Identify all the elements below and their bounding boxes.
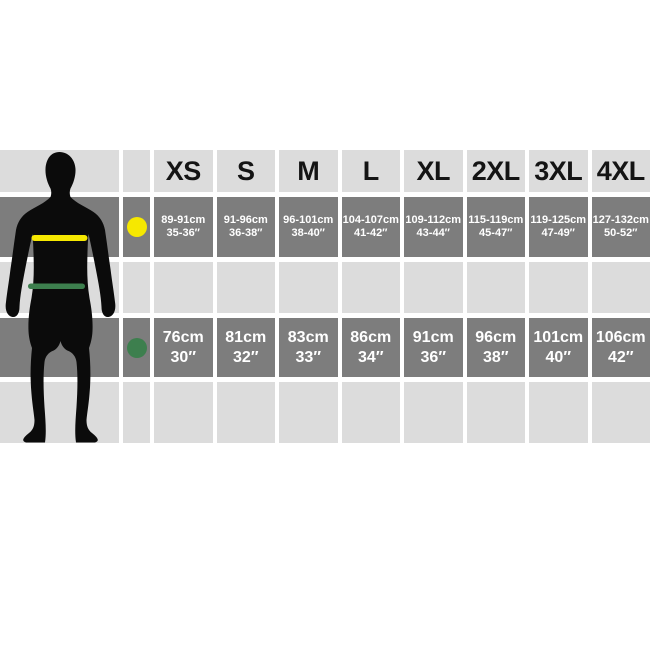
- waist-cell-2xl: 96cm 38″: [466, 318, 525, 377]
- waist-in: 40″: [545, 348, 571, 366]
- chest-marker-yellow-dot-icon: [126, 217, 147, 237]
- bottom-band: [154, 382, 213, 443]
- size-header-4xl: 4XL: [591, 150, 650, 192]
- chest-cm: 96-101cm: [283, 213, 334, 226]
- spacer-band: [341, 262, 400, 313]
- spacer-band: [279, 262, 338, 313]
- chest-cm: 127-132cm: [592, 213, 649, 226]
- size-header-3xl: 3XL: [529, 150, 588, 192]
- spacer-band: [154, 262, 213, 313]
- waist-cell-xl: 91cm 36″: [404, 318, 463, 377]
- chest-cell-s: 91-96cm 36-38″: [216, 197, 275, 257]
- chest-cm: 109-112cm: [405, 213, 462, 226]
- waist-cm: 91cm: [412, 329, 454, 346]
- spacer-band: [123, 262, 150, 313]
- size-header-l: L: [341, 150, 400, 192]
- waist-in: 34″: [358, 348, 384, 366]
- size-header-xs: XS: [154, 150, 213, 192]
- chest-cell-3xl: 119-125cm 47-49″: [529, 197, 588, 257]
- spacer-band: [591, 262, 650, 313]
- waist-cell-xs: 76cm 30″: [154, 318, 213, 377]
- spacer-band: [529, 262, 588, 313]
- waist-cm: 86cm: [350, 329, 392, 346]
- chest-in: 38-40″: [291, 227, 325, 239]
- chest-cell-l: 104-107cm 41-42″: [341, 197, 400, 257]
- spacer-band: [466, 262, 525, 313]
- bottom-band: [216, 382, 275, 443]
- bottom-band: [341, 382, 400, 443]
- chest-in: 43-44″: [416, 227, 450, 239]
- bottom-band: [123, 382, 150, 443]
- waist-marker-green-dot-icon: [126, 337, 147, 358]
- bottom-band: [466, 382, 525, 443]
- waist-cm: 76cm: [162, 329, 204, 346]
- waist-cell-4xl: 106cm 42″: [591, 318, 650, 377]
- waist-cell-m: 83cm 33″: [279, 318, 338, 377]
- size-chart-table: XS S M L XL 2XL 3XL 4XL 89-91cm 35-36″ 9…: [0, 150, 650, 443]
- chest-in: 35-36″: [166, 227, 200, 239]
- size-header-m: M: [279, 150, 338, 192]
- chest-cell-xs: 89-91cm 35-36″: [154, 197, 213, 257]
- chest-cell-xl: 109-112cm 43-44″: [404, 197, 463, 257]
- chest-cell-m: 96-101cm 38-40″: [279, 197, 338, 257]
- waist-cell-l: 86cm 34″: [341, 318, 400, 377]
- chest-cm: 89-91cm: [161, 213, 206, 226]
- waist-cm: 106cm: [595, 329, 646, 346]
- size-header-2xl: 2XL: [466, 150, 525, 192]
- waist-marker-cell: [123, 318, 150, 377]
- chest-line-marker: [31, 235, 88, 241]
- chest-cell-2xl: 115-119cm 45-47″: [466, 197, 525, 257]
- size-header-xl: XL: [404, 150, 463, 192]
- waist-in: 30″: [170, 348, 196, 366]
- waist-in: 32″: [233, 348, 259, 366]
- waist-cell-3xl: 101cm 40″: [529, 318, 588, 377]
- bottom-band: [591, 382, 650, 443]
- male-body-silhouette: [5, 152, 116, 443]
- chest-cell-4xl: 127-132cm 50-52″: [591, 197, 650, 257]
- waist-in: 33″: [295, 348, 321, 366]
- waist-cm: 83cm: [287, 329, 329, 346]
- body-outline: [5, 152, 116, 443]
- waist-in: 42″: [608, 348, 634, 366]
- spacer-band: [404, 262, 463, 313]
- bottom-band: [529, 382, 588, 443]
- chest-in: 45-47″: [479, 227, 513, 239]
- bottom-band: [279, 382, 338, 443]
- chest-in: 47-49″: [541, 227, 575, 239]
- size-header-s: S: [216, 150, 275, 192]
- chest-cm: 115-119cm: [468, 213, 524, 226]
- chest-cm: 91-96cm: [223, 213, 268, 226]
- marker-column-header-band: [123, 150, 150, 192]
- waist-line-marker: [28, 283, 85, 289]
- chest-in: 50-52″: [604, 227, 638, 239]
- waist-in: 38″: [483, 348, 509, 366]
- bottom-band: [0, 382, 119, 443]
- chest-cm: 104-107cm: [342, 213, 399, 226]
- waist-cm: 96cm: [475, 329, 517, 346]
- bottom-band: [404, 382, 463, 443]
- waist-in: 36″: [420, 348, 446, 366]
- chest-in: 36-38″: [229, 227, 263, 239]
- waist-cm: 101cm: [533, 329, 584, 346]
- spacer-band: [216, 262, 275, 313]
- chest-in: 41-42″: [354, 227, 388, 239]
- chest-cm: 119-125cm: [530, 213, 587, 226]
- waist-cell-s: 81cm 32″: [216, 318, 275, 377]
- waist-cm: 81cm: [225, 329, 267, 346]
- chest-marker-cell: [123, 197, 150, 257]
